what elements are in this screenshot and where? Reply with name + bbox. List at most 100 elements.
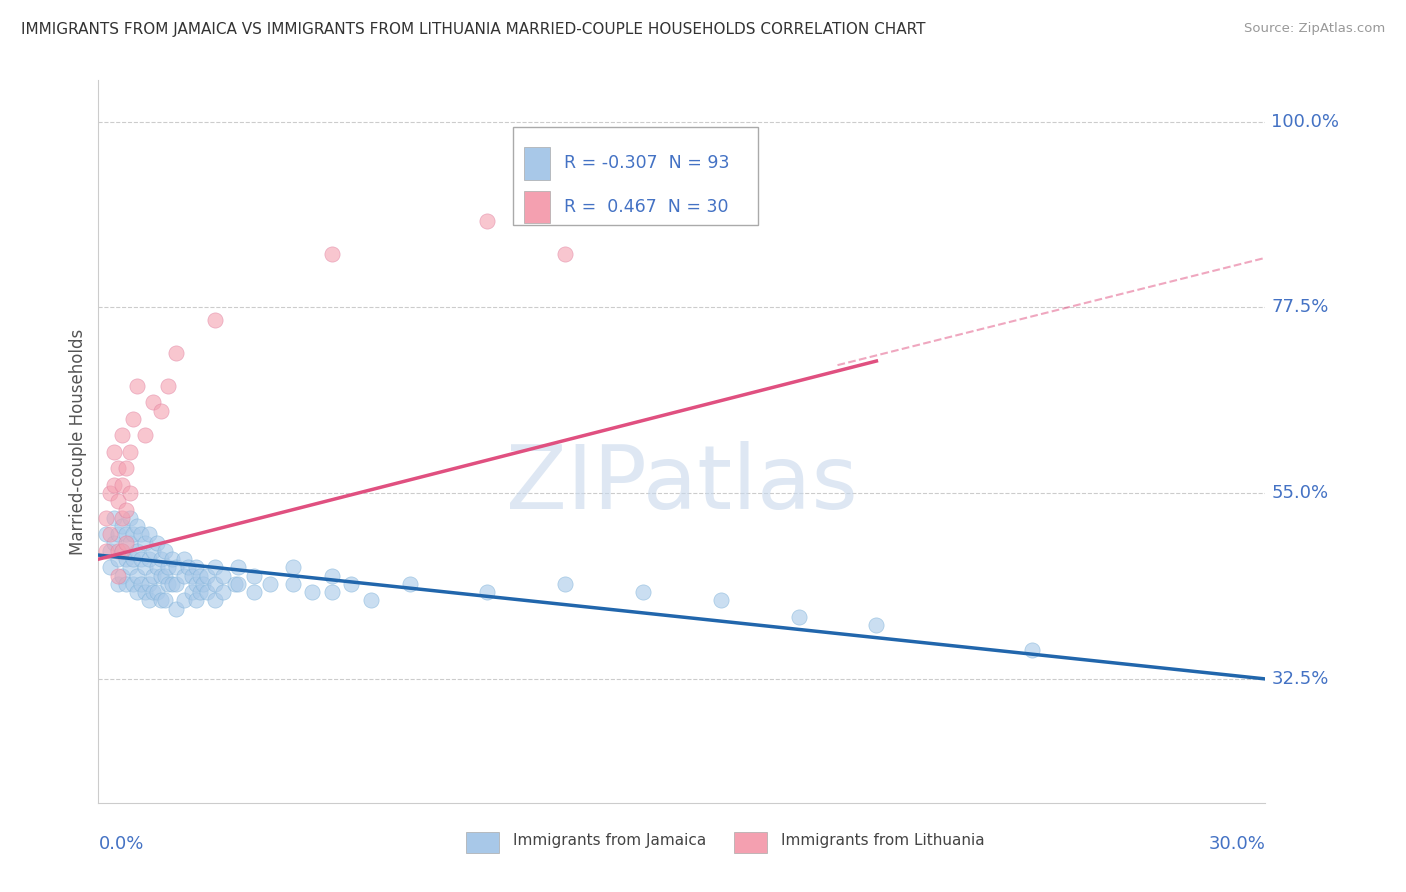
Point <box>138 527 160 541</box>
Point <box>103 511 125 525</box>
Text: Immigrants from Lithuania: Immigrants from Lithuania <box>782 833 984 848</box>
Text: 0.0%: 0.0% <box>98 835 143 854</box>
Point <box>98 486 121 500</box>
Point <box>146 560 169 574</box>
FancyBboxPatch shape <box>513 128 758 225</box>
Point <box>224 577 246 591</box>
Text: 30.0%: 30.0% <box>1209 835 1265 854</box>
Point <box>111 568 134 582</box>
Point <box>162 552 184 566</box>
Point <box>184 593 207 607</box>
Point <box>321 585 343 599</box>
FancyBboxPatch shape <box>734 831 768 854</box>
Text: 77.5%: 77.5% <box>1271 298 1329 317</box>
Point <box>149 593 172 607</box>
Point <box>111 544 134 558</box>
Point <box>180 568 202 582</box>
Text: R =  0.467  N = 30: R = 0.467 N = 30 <box>564 198 728 216</box>
Point <box>142 585 165 599</box>
Point <box>710 593 733 607</box>
Point <box>98 544 121 558</box>
Point <box>157 560 180 574</box>
Point <box>127 585 149 599</box>
Point <box>129 527 152 541</box>
Point <box>321 246 343 260</box>
Point <box>118 560 141 574</box>
Point <box>96 511 118 525</box>
Point <box>184 577 207 591</box>
Point <box>127 379 149 393</box>
Point <box>138 593 160 607</box>
FancyBboxPatch shape <box>465 831 499 854</box>
Point <box>129 577 152 591</box>
Point <box>165 345 187 359</box>
Point <box>142 568 165 582</box>
Point <box>134 535 156 549</box>
Point <box>142 395 165 409</box>
FancyBboxPatch shape <box>524 191 550 224</box>
Text: 55.0%: 55.0% <box>1271 484 1329 502</box>
Point <box>162 577 184 591</box>
Text: Source: ZipAtlas.com: Source: ZipAtlas.com <box>1244 22 1385 36</box>
Point <box>146 585 169 599</box>
Point <box>243 585 266 599</box>
Point <box>98 560 121 574</box>
Point <box>212 568 235 582</box>
Point <box>103 445 125 459</box>
Point <box>118 445 141 459</box>
Point <box>122 552 145 566</box>
FancyBboxPatch shape <box>524 147 550 179</box>
Point <box>228 560 250 574</box>
Point <box>184 560 207 574</box>
Point <box>631 585 654 599</box>
Point <box>188 568 211 582</box>
Point <box>281 577 304 591</box>
Point <box>477 213 499 227</box>
Text: R = -0.307  N = 93: R = -0.307 N = 93 <box>564 154 730 172</box>
Point <box>165 577 187 591</box>
Point <box>340 577 363 591</box>
Point <box>787 610 810 624</box>
Point <box>477 585 499 599</box>
Point <box>188 585 211 599</box>
Point <box>157 577 180 591</box>
Text: 32.5%: 32.5% <box>1271 670 1329 688</box>
Point <box>107 552 129 566</box>
Point <box>204 560 226 574</box>
Point <box>107 461 129 475</box>
Point <box>204 577 226 591</box>
Point <box>259 577 281 591</box>
Point <box>173 593 195 607</box>
Point <box>129 552 152 566</box>
Point <box>118 511 141 525</box>
Point <box>180 585 202 599</box>
Point <box>114 577 136 591</box>
Text: Immigrants from Jamaica: Immigrants from Jamaica <box>513 833 706 848</box>
Point <box>134 560 156 574</box>
Point <box>193 577 215 591</box>
Point <box>149 552 172 566</box>
Point <box>107 494 129 508</box>
Point <box>153 544 176 558</box>
Y-axis label: Married-couple Households: Married-couple Households <box>69 328 87 555</box>
Point <box>301 585 323 599</box>
Text: 100.0%: 100.0% <box>1271 112 1340 130</box>
Point <box>165 601 187 615</box>
Point <box>243 568 266 582</box>
Point <box>149 568 172 582</box>
Point <box>142 544 165 558</box>
Point <box>138 577 160 591</box>
Point <box>153 593 176 607</box>
Point <box>153 568 176 582</box>
Point <box>111 544 134 558</box>
Point <box>127 544 149 558</box>
Point <box>360 593 382 607</box>
Point <box>111 511 134 525</box>
Point <box>114 535 136 549</box>
Point <box>122 412 145 426</box>
Point <box>114 552 136 566</box>
Point <box>177 560 200 574</box>
Point <box>149 403 172 417</box>
Point <box>111 519 134 533</box>
Point <box>114 502 136 516</box>
